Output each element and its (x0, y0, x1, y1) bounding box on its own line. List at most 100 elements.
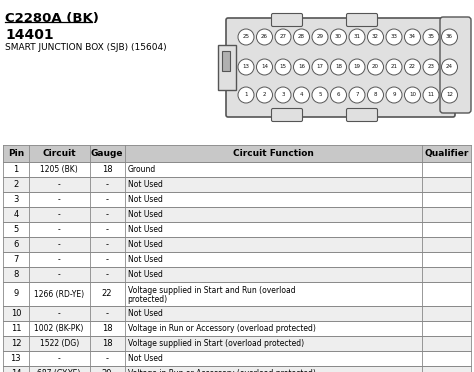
Circle shape (330, 59, 346, 75)
Text: -: - (106, 225, 109, 234)
Text: protected): protected) (128, 295, 168, 304)
Text: 13: 13 (243, 64, 249, 70)
Text: Not Used: Not Used (128, 240, 163, 249)
Circle shape (293, 59, 310, 75)
Circle shape (275, 29, 291, 45)
Text: -: - (106, 240, 109, 249)
Text: 7: 7 (13, 255, 18, 264)
Text: 5: 5 (13, 225, 18, 234)
Text: 1205 (BK): 1205 (BK) (40, 165, 78, 174)
Text: -: - (58, 354, 61, 363)
Text: 10: 10 (10, 309, 21, 318)
Circle shape (238, 59, 254, 75)
Text: 25: 25 (243, 35, 249, 39)
Text: Not Used: Not Used (128, 180, 163, 189)
Text: 8: 8 (13, 270, 18, 279)
Text: Not Used: Not Used (128, 225, 163, 234)
Text: Not Used: Not Used (128, 270, 163, 279)
Text: 18: 18 (102, 339, 112, 348)
Bar (3, 222, 471, 237)
Bar (3, 177, 471, 192)
Text: SMART JUNCTION BOX (SJB) (15604): SMART JUNCTION BOX (SJB) (15604) (5, 43, 167, 52)
Text: Circuit Function: Circuit Function (233, 149, 314, 158)
Text: 18: 18 (102, 165, 112, 174)
Text: Voltage in Run or Accessory (overload protected): Voltage in Run or Accessory (overload pr… (128, 324, 316, 333)
Circle shape (367, 87, 383, 103)
Circle shape (275, 59, 291, 75)
Circle shape (275, 87, 291, 103)
Circle shape (312, 87, 328, 103)
Text: 34: 34 (409, 35, 416, 39)
Text: 9: 9 (392, 93, 396, 97)
Text: -: - (106, 180, 109, 189)
Bar (3, 162, 471, 177)
Text: -: - (106, 354, 109, 363)
Text: 4: 4 (13, 210, 18, 219)
Text: 35: 35 (428, 35, 435, 39)
Text: 1266 (RD-YE): 1266 (RD-YE) (34, 289, 84, 298)
FancyBboxPatch shape (272, 13, 302, 26)
Text: 27: 27 (280, 35, 286, 39)
Text: 21: 21 (391, 64, 398, 70)
Circle shape (404, 59, 420, 75)
Text: Voltage supplied in Start (overload protected): Voltage supplied in Start (overload prot… (128, 339, 304, 348)
FancyBboxPatch shape (226, 18, 455, 117)
Text: 16: 16 (298, 64, 305, 70)
Text: -: - (58, 240, 61, 249)
Text: 33: 33 (391, 35, 398, 39)
Circle shape (312, 29, 328, 45)
Text: -: - (58, 309, 61, 318)
Text: Circuit: Circuit (42, 149, 76, 158)
Text: 8: 8 (374, 93, 377, 97)
Circle shape (256, 59, 273, 75)
Circle shape (330, 87, 346, 103)
Text: 14401: 14401 (5, 28, 54, 42)
Bar (3, 306, 471, 321)
Circle shape (238, 87, 254, 103)
Text: Voltage in Run or Accessory (overload protected): Voltage in Run or Accessory (overload pr… (128, 369, 316, 372)
Text: 6: 6 (13, 240, 18, 249)
Text: 24: 24 (446, 64, 453, 70)
Circle shape (367, 29, 383, 45)
Text: 3: 3 (281, 93, 285, 97)
Text: 32: 32 (372, 35, 379, 39)
Text: -: - (106, 270, 109, 279)
Text: 15: 15 (280, 64, 286, 70)
Text: Not Used: Not Used (128, 354, 163, 363)
Text: 4: 4 (300, 93, 303, 97)
Text: -: - (106, 255, 109, 264)
Circle shape (293, 29, 310, 45)
FancyBboxPatch shape (440, 17, 471, 113)
Text: Not Used: Not Used (128, 195, 163, 204)
Text: Qualifier: Qualifier (424, 149, 469, 158)
Circle shape (386, 87, 402, 103)
Bar (3, 192, 471, 207)
Text: 26: 26 (261, 35, 268, 39)
Text: Voltage supplied in Start and Run (overload: Voltage supplied in Start and Run (overl… (128, 286, 295, 295)
Text: -: - (58, 180, 61, 189)
Text: 11: 11 (10, 324, 21, 333)
Text: 10: 10 (409, 93, 416, 97)
Circle shape (441, 29, 457, 45)
Circle shape (423, 29, 439, 45)
Circle shape (256, 29, 273, 45)
Text: 18: 18 (102, 324, 112, 333)
Circle shape (367, 59, 383, 75)
Text: C2280A (BK): C2280A (BK) (5, 12, 99, 25)
Text: -: - (58, 195, 61, 204)
Bar (3, 366, 471, 372)
Text: Ground: Ground (128, 165, 156, 174)
Text: -: - (58, 270, 61, 279)
Bar (222, 51, 230, 71)
Text: 30: 30 (335, 35, 342, 39)
Circle shape (349, 87, 365, 103)
Text: Gauge: Gauge (91, 149, 123, 158)
Text: -: - (106, 195, 109, 204)
Text: 13: 13 (10, 354, 21, 363)
Text: 19: 19 (354, 64, 361, 70)
Circle shape (312, 59, 328, 75)
Circle shape (404, 29, 420, 45)
Text: 17: 17 (317, 64, 323, 70)
Text: 22: 22 (409, 64, 416, 70)
Text: 1002 (BK-PK): 1002 (BK-PK) (35, 324, 84, 333)
